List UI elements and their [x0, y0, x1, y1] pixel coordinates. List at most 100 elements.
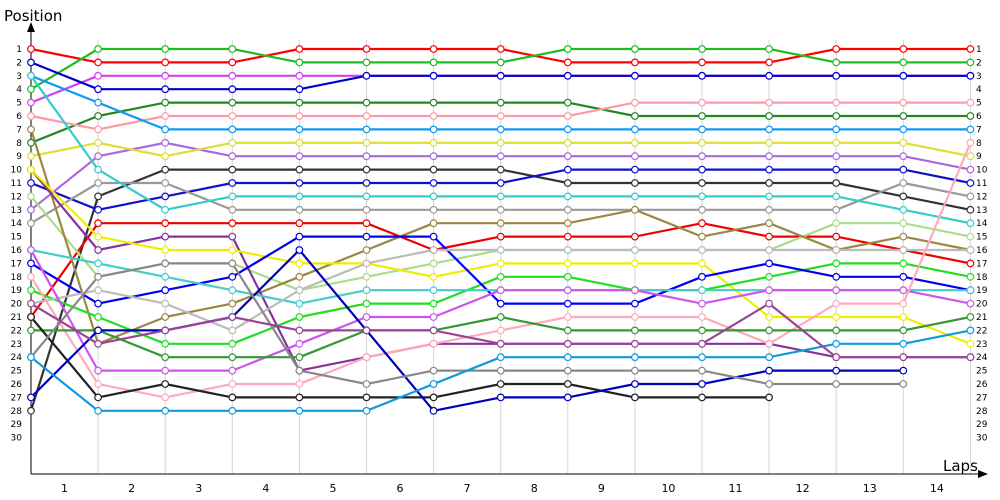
series-6-marker	[429, 98, 438, 107]
series-25-marker	[966, 313, 975, 321]
series-7-marker	[765, 98, 773, 107]
y-axis-title: Position	[4, 7, 62, 25]
series-7-marker	[496, 112, 505, 120]
series-14-marker	[563, 232, 572, 241]
series-6-marker	[765, 112, 773, 120]
series-19-marker	[27, 286, 35, 295]
series-8-marker	[94, 98, 102, 107]
series-11-marker	[161, 192, 170, 201]
series-24-marker	[899, 299, 908, 308]
series-1-marker	[765, 58, 773, 67]
series-6-marker	[832, 112, 841, 120]
y-tick-label-left: 3	[16, 72, 22, 82]
series-12-marker	[161, 179, 170, 187]
series-10-marker	[832, 179, 841, 187]
y-tick-label-right: 28	[976, 407, 988, 417]
series-3-marker	[161, 71, 170, 80]
y-tick-label-right: 14	[976, 219, 988, 229]
series-16-marker	[496, 219, 505, 228]
y-tick-label-left: 30	[11, 434, 23, 444]
series-30-marker	[429, 326, 438, 335]
series-7-marker	[631, 98, 639, 107]
series-13-marker	[765, 192, 773, 201]
series-8-marker	[362, 125, 371, 134]
series-22-marker	[563, 246, 572, 254]
series-9-marker	[27, 152, 35, 161]
x-tick-label: 14	[930, 482, 944, 495]
y-tick-label-left: 19	[11, 286, 23, 296]
series-23-marker	[899, 286, 908, 295]
y-tick-label-right: 1	[976, 45, 982, 55]
series-13-marker	[496, 192, 505, 201]
series-3-marker	[228, 71, 237, 80]
x-tick-label: 6	[397, 482, 404, 495]
y-axis-arrow	[27, 22, 35, 32]
y-tick-label-right: 22	[976, 326, 987, 336]
series-28-marker	[362, 380, 371, 388]
series-9-marker	[966, 152, 975, 161]
y-tick-label-right: 9	[976, 152, 982, 162]
series-14-marker	[161, 219, 170, 228]
series-6-marker	[161, 98, 170, 107]
series-21-marker	[94, 259, 102, 268]
series-17-marker	[94, 246, 102, 254]
series-11-marker	[362, 179, 371, 187]
series-6-marker	[899, 112, 908, 120]
series-6-marker	[362, 98, 371, 107]
series-25-marker	[832, 326, 841, 335]
series-5-marker	[563, 152, 572, 161]
series-30-marker	[563, 339, 572, 348]
series-23-marker	[832, 286, 841, 295]
series-13-marker	[94, 165, 102, 174]
series-11-marker	[295, 179, 304, 187]
series-24-marker	[362, 353, 371, 362]
y-tick-label-left: 7	[16, 125, 22, 135]
series-20-marker	[362, 232, 371, 241]
y-tick-labels-left: 1234567891011121314151617181920212223242…	[11, 45, 23, 444]
series-8-marker	[161, 125, 170, 134]
series-7-marker	[27, 112, 35, 120]
series-26-marker	[698, 393, 706, 402]
series-18-marker	[563, 259, 572, 268]
series-6-marker	[698, 112, 706, 120]
x-tick-label: 5	[329, 482, 336, 495]
series-13-marker	[698, 192, 706, 201]
series-10-marker	[698, 179, 706, 187]
y-tick-label-right: 13	[976, 206, 987, 216]
series-29-marker	[27, 353, 35, 362]
series-24-marker	[228, 380, 237, 388]
series-6-marker	[27, 138, 35, 147]
series-2-marker	[631, 45, 639, 53]
series-20-marker	[161, 286, 170, 295]
series-26-marker	[295, 393, 304, 402]
series-28-marker	[631, 366, 639, 375]
series-28-marker	[563, 366, 572, 375]
series-19-marker	[362, 299, 371, 308]
series-8-marker	[765, 125, 773, 134]
series-27-marker	[295, 246, 304, 254]
series-3-marker	[295, 71, 304, 80]
series-25-marker	[161, 353, 170, 362]
series-14-marker	[228, 219, 237, 228]
series-27-marker	[94, 326, 102, 335]
series-19-marker	[228, 339, 237, 348]
series-12-marker	[228, 205, 237, 214]
x-tick-label: 10	[661, 482, 675, 495]
y-tick-label-left: 9	[16, 152, 22, 162]
series-30-marker	[765, 299, 773, 308]
series-4-marker	[27, 58, 35, 67]
y-tick-label-left: 29	[11, 420, 23, 430]
y-tick-label-left: 11	[11, 179, 22, 189]
series-13-marker	[832, 192, 841, 201]
series-8-marker	[631, 125, 639, 134]
series-30-marker	[966, 353, 975, 362]
series-5-marker	[832, 152, 841, 161]
series-1-marker	[362, 45, 371, 53]
series-7-marker	[832, 98, 841, 107]
series-23-marker	[94, 366, 102, 375]
series-5-marker	[362, 152, 371, 161]
series-16-marker	[429, 219, 438, 228]
series-29-marker	[631, 353, 639, 362]
series-11-marker	[429, 179, 438, 187]
series-4-marker	[429, 71, 438, 80]
